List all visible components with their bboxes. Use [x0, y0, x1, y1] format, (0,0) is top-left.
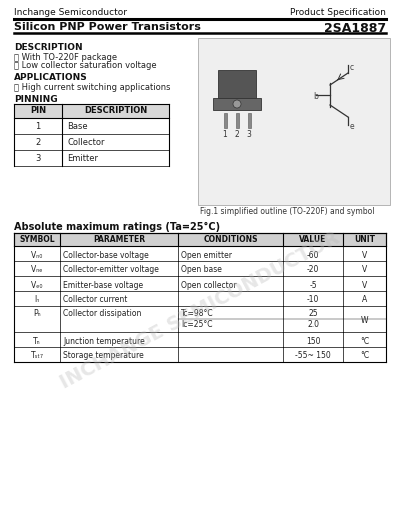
Text: Vₙ⁣ₑ: Vₙ⁣ₑ	[31, 266, 43, 275]
Text: Iₙ: Iₙ	[34, 295, 40, 305]
Text: e: e	[350, 122, 355, 131]
Text: PINNING: PINNING	[14, 95, 58, 104]
Text: DESCRIPTION: DESCRIPTION	[14, 43, 83, 52]
Text: Emitter-base voltage: Emitter-base voltage	[63, 281, 143, 290]
Text: VALUE: VALUE	[299, 235, 327, 243]
Text: Storage temperature: Storage temperature	[63, 352, 144, 361]
Text: Fig.1 simplified outline (TO-220F) and symbol: Fig.1 simplified outline (TO-220F) and s…	[200, 207, 374, 216]
Text: 2: 2	[235, 130, 239, 139]
Text: V: V	[362, 281, 367, 290]
Text: Open emitter: Open emitter	[181, 251, 232, 260]
Text: Vₙ⁣₀: Vₙ⁣₀	[31, 251, 43, 260]
Text: -60: -60	[307, 251, 319, 260]
Text: INCHANGE SEMICONDUCTOR: INCHANGE SEMICONDUCTOR	[57, 228, 343, 392]
Bar	[248, 113, 250, 128]
Text: Tₙ: Tₙ	[33, 337, 41, 346]
Bar	[14, 104, 169, 118]
Text: -10: -10	[307, 295, 319, 305]
Text: Inchange Semiconductor: Inchange Semiconductor	[14, 8, 127, 17]
Text: Open base: Open base	[181, 266, 222, 275]
Text: c: c	[350, 63, 354, 72]
Text: Collector-base voltage: Collector-base voltage	[63, 251, 149, 260]
Text: 1: 1	[223, 130, 227, 139]
Text: V: V	[362, 251, 367, 260]
Text: DESCRIPTION: DESCRIPTION	[84, 106, 147, 115]
Text: °C: °C	[360, 337, 369, 346]
Text: Absolute maximum ratings (Ta=25°C): Absolute maximum ratings (Ta=25°C)	[14, 222, 220, 232]
Text: -55~ 150: -55~ 150	[295, 352, 331, 361]
Text: Vₑ⁣₀: Vₑ⁣₀	[31, 281, 43, 290]
Bar	[218, 70, 256, 98]
Text: Collector dissipation: Collector dissipation	[63, 309, 141, 318]
Text: Tₛₜ₇: Tₛₜ₇	[30, 352, 44, 361]
Text: 2SA1887: 2SA1887	[324, 22, 386, 35]
Text: SYMBOL: SYMBOL	[19, 235, 55, 243]
Text: 3: 3	[246, 130, 252, 139]
Text: 3: 3	[35, 154, 41, 163]
Text: -5: -5	[309, 281, 317, 290]
Text: ␙ With TO-220F package: ␙ With TO-220F package	[14, 53, 117, 62]
Text: Collector: Collector	[67, 138, 104, 147]
Text: 150: 150	[306, 337, 320, 346]
Text: 2.0: 2.0	[307, 320, 319, 329]
Text: W: W	[361, 316, 368, 325]
Text: Emitter: Emitter	[67, 154, 98, 163]
Text: Tc=98°C: Tc=98°C	[181, 309, 214, 318]
Text: Silicon PNP Power Transistors: Silicon PNP Power Transistors	[14, 22, 201, 32]
Text: Product Specification: Product Specification	[290, 8, 386, 17]
Text: Collector current: Collector current	[63, 295, 127, 305]
Bar	[224, 113, 226, 128]
Text: ␙ High current switching applications: ␙ High current switching applications	[14, 83, 170, 92]
Text: CONDITIONS: CONDITIONS	[203, 235, 258, 243]
Text: PIN: PIN	[30, 106, 46, 115]
Text: Base: Base	[67, 122, 88, 131]
Text: 25: 25	[308, 309, 318, 318]
Text: Collector-emitter voltage: Collector-emitter voltage	[63, 266, 159, 275]
Bar	[213, 98, 261, 110]
Text: -20: -20	[307, 266, 319, 275]
Text: V: V	[362, 266, 367, 275]
Text: Pₙ: Pₙ	[33, 309, 41, 318]
Text: Open collector: Open collector	[181, 281, 237, 290]
Text: °C: °C	[360, 352, 369, 361]
Text: b: b	[313, 92, 318, 101]
Text: Ic=25°C: Ic=25°C	[181, 320, 212, 329]
Text: PARAMETER: PARAMETER	[93, 235, 145, 243]
Text: 2: 2	[35, 138, 41, 147]
Text: APPLICATIONS: APPLICATIONS	[14, 73, 88, 82]
Text: Junction temperature: Junction temperature	[63, 337, 145, 346]
Text: UNIT: UNIT	[354, 235, 375, 243]
Text: ␙ Low collector saturation voltage: ␙ Low collector saturation voltage	[14, 61, 157, 70]
Bar	[198, 38, 390, 205]
Circle shape	[233, 100, 241, 108]
Text: 1: 1	[35, 122, 41, 131]
Text: A: A	[362, 295, 367, 305]
Bar	[236, 113, 238, 128]
Bar	[14, 233, 386, 246]
